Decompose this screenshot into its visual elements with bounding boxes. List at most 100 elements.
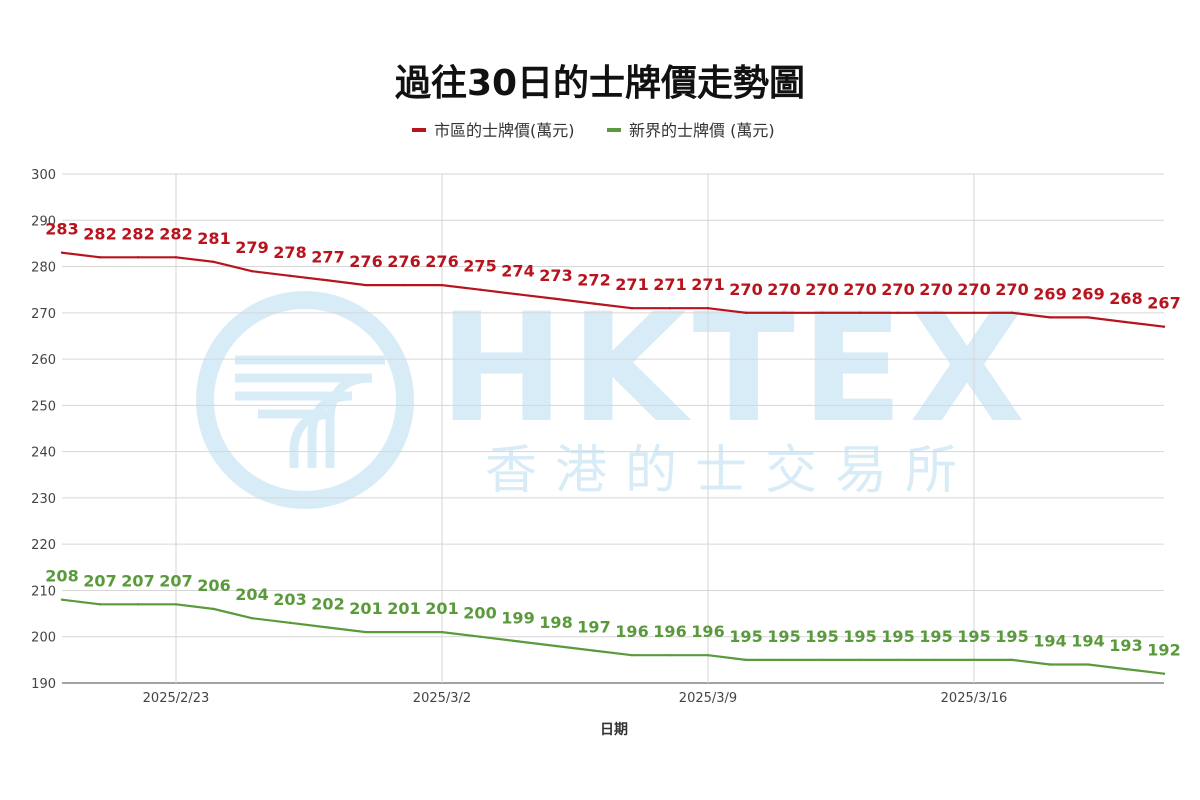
data-label: 203 xyxy=(273,590,306,609)
data-point xyxy=(630,306,634,310)
data-label: 272 xyxy=(577,271,610,290)
y-tick-label: 210 xyxy=(31,584,56,599)
data-label: 195 xyxy=(767,627,800,646)
data-label: 201 xyxy=(387,599,420,618)
legend: 市區的士牌價(萬元) 新界的士牌價 (萬元) xyxy=(412,121,775,140)
data-point xyxy=(212,607,216,611)
data-point xyxy=(98,256,102,259)
data-label: 194 xyxy=(1033,631,1066,650)
watermark-logo-mark xyxy=(235,355,385,468)
data-label: 197 xyxy=(577,618,610,637)
watermark: HKTEX 香港的士交易所 xyxy=(196,282,1031,509)
data-point xyxy=(516,640,520,643)
y-axis: 190 200 210 220 230 240 250 260 270 280 290 300 xyxy=(31,168,56,692)
data-label: 271 xyxy=(615,275,648,294)
series-line-urban xyxy=(61,251,1165,328)
data-point xyxy=(554,297,558,301)
data-label: 207 xyxy=(159,571,192,590)
data-point xyxy=(1010,311,1014,315)
data-label: 282 xyxy=(121,224,154,243)
data-label: 268 xyxy=(1109,289,1142,308)
data-label: 202 xyxy=(311,594,344,613)
data-point xyxy=(478,288,482,291)
legend-swatch-urban xyxy=(412,128,426,132)
data-point xyxy=(972,658,976,662)
data-label: 201 xyxy=(425,599,458,618)
data-point xyxy=(972,311,976,315)
data-point xyxy=(136,603,140,606)
data-point xyxy=(1010,658,1014,662)
data-point xyxy=(250,617,254,620)
data-label: 276 xyxy=(349,252,382,271)
data-label: 281 xyxy=(197,229,230,248)
data-point xyxy=(250,269,254,273)
data-point xyxy=(364,630,368,634)
data-label: 270 xyxy=(881,280,914,299)
data-label: 276 xyxy=(387,252,420,271)
x-axis-label: 日期 xyxy=(600,722,628,738)
data-label: 195 xyxy=(729,627,762,646)
series-layer xyxy=(60,251,1166,675)
data-label: 270 xyxy=(729,280,762,299)
data-point xyxy=(1162,672,1166,675)
data-label: 270 xyxy=(957,280,990,299)
chart-title: 過往30日的士牌價走勢圖 xyxy=(395,63,805,104)
data-label: 279 xyxy=(235,238,268,257)
data-label: 270 xyxy=(843,280,876,299)
data-label: 270 xyxy=(995,280,1028,299)
data-label: 208 xyxy=(45,567,78,586)
legend-label-urban: 市區的士牌價(萬元) xyxy=(434,121,575,140)
data-label: 283 xyxy=(45,220,78,239)
data-point xyxy=(326,279,330,282)
data-point xyxy=(136,256,140,259)
data-point xyxy=(934,311,938,315)
data-point xyxy=(1124,320,1128,324)
data-point xyxy=(668,654,672,657)
data-point xyxy=(212,260,216,264)
data-label: 207 xyxy=(83,571,116,590)
data-point xyxy=(402,630,406,634)
data-label: 195 xyxy=(919,627,952,646)
watermark-logo-subtext: 香港的士交易所 xyxy=(485,441,975,501)
data-label: 276 xyxy=(425,252,458,271)
y-tick-label: 200 xyxy=(31,631,56,646)
data-point xyxy=(60,598,64,601)
y-tick-label: 240 xyxy=(31,446,56,461)
data-point xyxy=(288,274,292,277)
data-point xyxy=(744,658,748,662)
data-point xyxy=(174,256,178,259)
data-point xyxy=(440,630,444,634)
data-label: 271 xyxy=(653,275,686,294)
y-tick-label: 260 xyxy=(31,353,56,368)
data-point xyxy=(744,311,748,315)
data-point xyxy=(1048,316,1052,319)
data-point xyxy=(326,626,330,629)
data-point xyxy=(592,649,596,652)
y-tick-label: 270 xyxy=(31,307,56,322)
y-tick-label: 230 xyxy=(31,492,56,507)
data-point xyxy=(630,654,634,657)
data-point xyxy=(706,654,710,657)
watermark-logo-text: HKTEX xyxy=(439,282,1031,456)
y-tick-label: 190 xyxy=(31,677,56,692)
data-point xyxy=(478,635,482,638)
data-point xyxy=(288,621,292,625)
data-label: 195 xyxy=(805,627,838,646)
data-label: 195 xyxy=(843,627,876,646)
data-label: 207 xyxy=(121,571,154,590)
data-label: 196 xyxy=(653,622,686,641)
data-label: 269 xyxy=(1033,284,1066,303)
y-tick-label: 250 xyxy=(31,399,56,414)
data-label: 196 xyxy=(615,622,648,641)
data-label: 275 xyxy=(463,257,496,276)
data-point xyxy=(858,658,862,662)
data-labels-layer: 283 282 282 282 281 279 278 277 276 276 276 275 274 2… xyxy=(45,220,1180,660)
data-point xyxy=(1048,663,1052,666)
data-label: 277 xyxy=(311,247,344,266)
data-point xyxy=(402,283,406,287)
data-label: 192 xyxy=(1147,641,1180,660)
gridlines xyxy=(62,173,1164,684)
y-tick-label: 220 xyxy=(31,538,56,553)
data-point xyxy=(782,311,786,315)
